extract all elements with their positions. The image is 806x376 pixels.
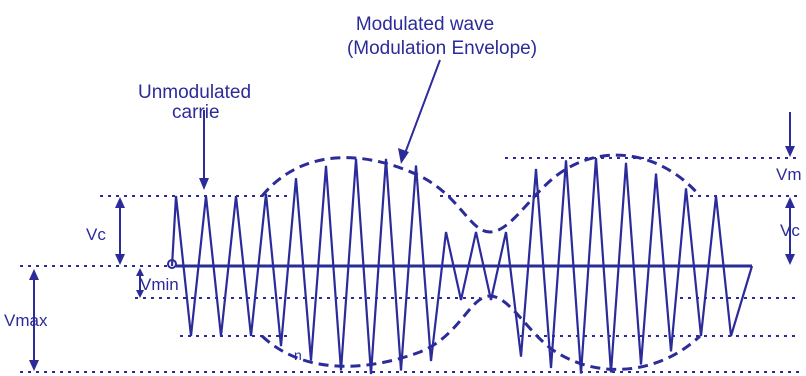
arrow-vmax-down xyxy=(29,360,39,371)
modulation-envelope xyxy=(260,153,702,371)
annotation-arrows xyxy=(29,59,795,371)
label-bottom-fragment: n xyxy=(294,347,302,363)
arrow-envelope-shaft xyxy=(403,59,441,157)
arrow-vm-right-head xyxy=(785,146,795,157)
label-unmodulated: Unmodulated xyxy=(138,82,251,103)
label-vm-right: Vm xyxy=(776,165,802,184)
label-carrier: carrie xyxy=(172,102,220,123)
envelope-lower xyxy=(260,294,702,371)
envelope-upper xyxy=(260,153,702,234)
label-vc-left: Vc xyxy=(86,225,106,244)
label-modulated-wave: Modulated wave xyxy=(356,14,494,35)
modulated-carrier-wave xyxy=(170,158,754,375)
arrow-vc-left-up xyxy=(115,197,125,208)
label-vc-right: Vc xyxy=(780,221,800,240)
arrow-vc-right-up xyxy=(785,197,795,208)
arrow-vmin-up xyxy=(136,268,144,276)
arrow-envelope-head xyxy=(398,148,409,164)
label-vmin: Vmin xyxy=(140,275,179,294)
label-modulation-envelope: (Modulation Envelope) xyxy=(347,38,537,59)
arrow-vc-left-down xyxy=(115,254,125,265)
arrow-vmin-down xyxy=(136,290,144,298)
label-vmax: Vmax xyxy=(4,311,48,330)
arrow-vc-right-down xyxy=(785,254,795,265)
arrow-unmodulated-head xyxy=(199,178,209,190)
arrow-vmax-up xyxy=(29,269,39,280)
dotted-guides xyxy=(20,157,800,373)
